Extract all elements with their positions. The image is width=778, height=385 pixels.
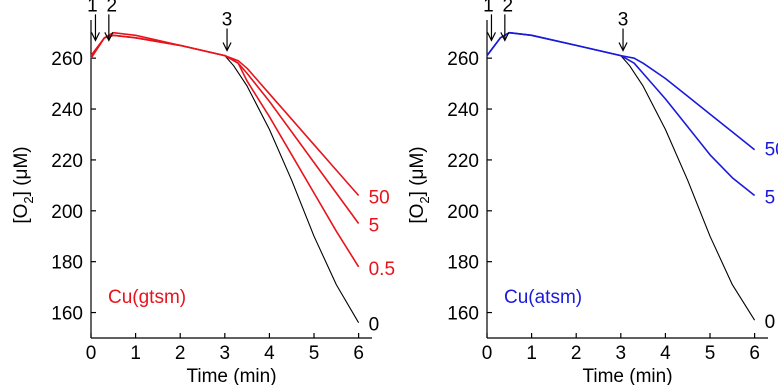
arrow-label: 1 (483, 0, 494, 16)
x-tick-label: 1 (526, 343, 537, 364)
y-axis-label-close: ] (μM) (407, 146, 428, 196)
y-tick-label: 200 (447, 202, 479, 223)
x-tick-label: 0 (86, 343, 97, 364)
series-group (90, 31, 360, 323)
panel-label: Cu(gtsm) (108, 287, 186, 308)
x-tick-label: 3 (220, 343, 231, 364)
series-end-label: 5 (369, 216, 380, 237)
series-end-label: 50 (369, 188, 390, 209)
series-line-5 (486, 31, 756, 197)
x-axis-label: Time (min) (186, 366, 276, 385)
arrow-label: 2 (503, 0, 514, 16)
arrow-label: 1 (87, 0, 98, 16)
arrow-head (90, 32, 100, 42)
x-tick-label: 6 (749, 343, 760, 364)
addition-arrow: 2 (500, 0, 514, 42)
y-tick-label: 160 (447, 304, 479, 325)
y-axis-label-open: [O (407, 204, 428, 224)
series-line-0.5 (90, 34, 360, 268)
arrow-head (618, 42, 628, 52)
x-tick-label: 2 (571, 343, 582, 364)
x-tick-label: 5 (705, 343, 716, 364)
x-tick-label: 1 (130, 343, 141, 364)
series-end-label: 0 (765, 312, 776, 333)
series-end-label: 5 (765, 188, 776, 209)
y-axis-label-open: [O (11, 204, 32, 224)
y-tick-label: 240 (447, 100, 479, 121)
series-line-50 (90, 31, 360, 197)
series-line-50 (486, 31, 756, 151)
arrow-head (486, 32, 496, 42)
series-end-label: 50 (765, 140, 778, 161)
arrow-label: 3 (222, 10, 233, 31)
addition-arrow: 1 (87, 0, 100, 42)
y-tick-label: 180 (447, 253, 479, 274)
x-tick-label: 2 (175, 343, 186, 364)
series-line-0 (90, 34, 360, 323)
arrow-label: 2 (107, 0, 118, 16)
addition-arrow: 2 (104, 0, 118, 42)
y-tick-label: 160 (51, 304, 83, 325)
series-line-0 (486, 32, 756, 321)
series-line-5 (90, 34, 360, 224)
arrow-head (500, 32, 510, 42)
x-axis-label: Time (min) (582, 366, 672, 385)
x-tick-label: 0 (482, 343, 493, 364)
series-end-label: 0 (369, 315, 380, 336)
y-tick-label: 240 (51, 100, 83, 121)
y-axis-label-close: ] (μM) (11, 146, 32, 196)
y-tick-label: 180 (51, 253, 83, 274)
arrow-label: 3 (618, 10, 629, 31)
y-axis-label: [O2] (μM) (407, 146, 432, 223)
addition-arrow: 3 (618, 10, 629, 52)
y-tick-label: 200 (51, 202, 83, 223)
x-tick-label: 4 (264, 343, 275, 364)
y-tick-label: 260 (447, 49, 479, 70)
series-group (486, 31, 756, 321)
panel-label: Cu(atsm) (504, 287, 582, 308)
addition-arrow: 1 (483, 0, 496, 42)
addition-arrow: 3 (222, 10, 233, 52)
x-tick-label: 4 (660, 343, 671, 364)
y-axis-label-subscript: 2 (21, 196, 36, 203)
y-tick-label: 220 (51, 151, 83, 172)
x-tick-label: 3 (616, 343, 627, 364)
x-tick-label: 6 (353, 343, 364, 364)
y-tick-label: 220 (447, 151, 479, 172)
arrow-head (104, 32, 114, 42)
arrow-head (222, 42, 232, 52)
y-axis-label-subscript: 2 (417, 196, 432, 203)
x-tick-label: 5 (309, 343, 320, 364)
series-end-label: 0.5 (369, 259, 395, 280)
y-tick-label: 260 (51, 49, 83, 70)
y-axis-label: [O2] (μM) (11, 146, 36, 223)
